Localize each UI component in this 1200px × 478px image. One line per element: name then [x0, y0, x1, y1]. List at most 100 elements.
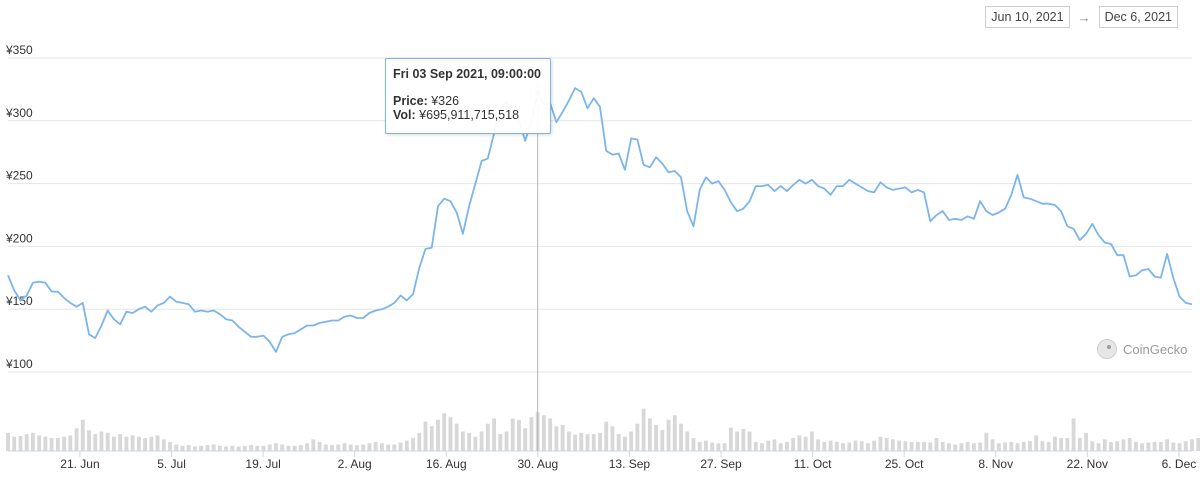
volume-bar — [878, 436, 883, 451]
volume-bar — [1190, 439, 1194, 451]
volume-bar — [118, 434, 123, 451]
volume-bar — [947, 443, 951, 451]
x-tick-label: 30. Aug — [517, 457, 558, 471]
volume-bar — [1028, 441, 1032, 451]
volume-bar — [691, 438, 696, 451]
volume-bar — [205, 445, 210, 451]
gecko-logo-icon — [1097, 339, 1117, 359]
volume-bar — [984, 432, 989, 451]
volume-bar — [866, 443, 870, 451]
volume-bar — [404, 440, 409, 451]
volume-bar — [31, 432, 35, 451]
volume-bar — [909, 441, 914, 451]
y-tick-label: ¥350 — [5, 43, 33, 57]
volume-bar — [728, 427, 733, 451]
volume-bar — [193, 446, 197, 451]
volume-bar — [828, 440, 833, 451]
volume-bar — [566, 431, 571, 451]
start-date-input[interactable]: Jun 10, 2021 — [985, 6, 1070, 28]
volume-bar — [903, 441, 908, 451]
volume-bar — [112, 436, 116, 451]
volume-bar — [1077, 438, 1082, 451]
volume-bar — [230, 445, 235, 451]
volume-bar — [803, 436, 808, 451]
volume-bar — [816, 439, 821, 451]
volume-bar — [311, 439, 316, 451]
volume-bar — [1003, 442, 1007, 451]
volume-bar — [978, 442, 983, 451]
tooltip-vol-row: Vol: ¥695,911,715,518 — [393, 108, 550, 122]
volume-bar — [1177, 443, 1182, 451]
volume-bar — [1183, 441, 1188, 451]
volume-bar — [847, 442, 852, 451]
volume-bar — [1090, 441, 1095, 451]
volume-bar — [585, 434, 590, 451]
volume-bar — [392, 444, 397, 451]
end-date-input[interactable]: Dec 6, 2021 — [1098, 6, 1178, 28]
volume-bar — [504, 431, 509, 451]
volume-bar — [130, 435, 135, 451]
volume-bar — [922, 441, 926, 451]
volume-bar — [666, 419, 671, 451]
volume-bar — [541, 415, 546, 451]
volume-bar — [242, 445, 247, 451]
volume-bar — [654, 425, 659, 451]
volume-bar — [704, 440, 708, 451]
volume-bar — [859, 441, 864, 451]
volume-bar — [1065, 438, 1070, 451]
volume-bar — [579, 432, 584, 451]
volume-bar — [143, 438, 148, 451]
tooltip-price-row: Price: ¥326 — [393, 94, 550, 108]
volume-bar — [1096, 443, 1101, 451]
volume-bar — [460, 431, 465, 451]
volume-bar — [928, 442, 933, 451]
volume-bar — [498, 434, 503, 451]
volume-bar — [305, 443, 310, 451]
volume-bar — [1109, 441, 1113, 451]
volume-bar — [442, 413, 447, 451]
volume-bar — [93, 434, 98, 451]
volume-bar — [342, 443, 347, 451]
volume-bar — [330, 445, 334, 451]
volume-bar — [485, 423, 490, 451]
volume-bar — [224, 446, 229, 451]
volume-bar — [517, 419, 521, 451]
volume-bar — [479, 431, 484, 451]
volume-bar — [1052, 436, 1057, 451]
volume-bar — [841, 443, 845, 451]
volume-bar — [323, 444, 328, 451]
volume-bar — [1146, 442, 1151, 451]
volume-bar — [411, 438, 415, 451]
x-tick-label: 6. Dec — [1162, 457, 1197, 471]
volume-bar — [735, 431, 740, 451]
volume-bar — [760, 443, 764, 451]
volume-bar — [136, 436, 141, 451]
volume-bar — [1046, 441, 1051, 451]
x-tick-label: 25. Oct — [885, 457, 924, 471]
volume-bar — [791, 438, 796, 451]
volume-bar — [529, 417, 534, 451]
volume-bar — [747, 431, 752, 451]
volume-bar — [604, 421, 609, 451]
volume-bar — [274, 443, 278, 451]
volume-bar — [1196, 438, 1200, 451]
x-tick-label: 2. Aug — [338, 457, 372, 471]
volume-bar — [953, 444, 958, 451]
tooltip-vol-value: ¥695,911,715,518 — [419, 108, 520, 122]
volume-bar — [454, 423, 459, 451]
volume-bar — [174, 444, 179, 451]
volume-bar — [379, 443, 384, 451]
volume-bar — [24, 434, 29, 451]
arrow-right-icon: → — [1077, 9, 1091, 25]
volume-bar — [55, 438, 60, 451]
volume-bar — [473, 436, 478, 451]
volume-bar — [348, 444, 353, 451]
y-tick-label: ¥200 — [5, 231, 33, 245]
volume-bar — [996, 443, 1001, 451]
volume-bar — [710, 442, 715, 451]
volume-bar — [766, 440, 771, 451]
volume-bar — [897, 440, 902, 451]
volume-bar — [292, 445, 297, 451]
volume-bar — [660, 430, 665, 451]
